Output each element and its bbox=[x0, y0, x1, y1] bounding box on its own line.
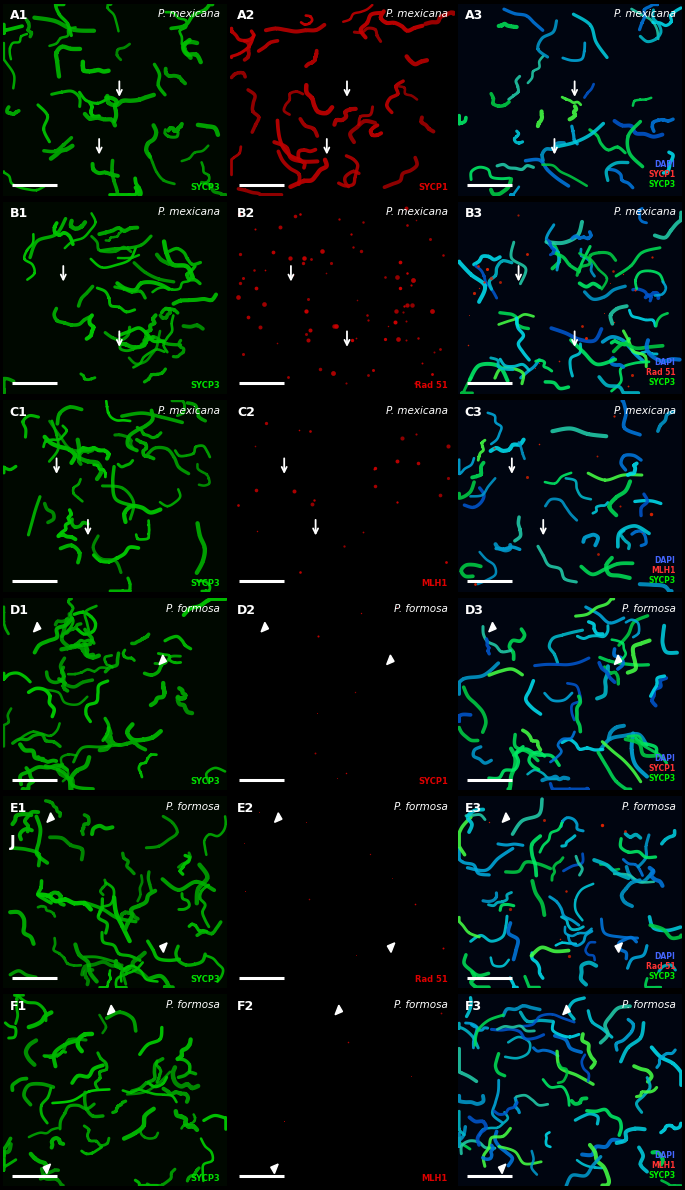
Text: P. formosa: P. formosa bbox=[622, 603, 675, 614]
Text: F1: F1 bbox=[10, 1000, 27, 1013]
Text: P. mexicana: P. mexicana bbox=[158, 406, 221, 415]
Text: F2: F2 bbox=[237, 1000, 254, 1013]
Text: SYCP1: SYCP1 bbox=[649, 764, 675, 774]
Text: SYCP3: SYCP3 bbox=[190, 1173, 221, 1183]
Polygon shape bbox=[108, 1006, 115, 1015]
Text: E3: E3 bbox=[464, 802, 482, 815]
Polygon shape bbox=[563, 1006, 570, 1015]
Polygon shape bbox=[615, 942, 623, 952]
Text: P. formosa: P. formosa bbox=[394, 603, 448, 614]
Text: P. mexicana: P. mexicana bbox=[386, 406, 448, 415]
Text: SYCP3: SYCP3 bbox=[190, 777, 221, 787]
Text: A1: A1 bbox=[10, 10, 28, 23]
Text: B2: B2 bbox=[237, 207, 256, 220]
Polygon shape bbox=[499, 1164, 506, 1173]
Text: P. mexicana: P. mexicana bbox=[386, 10, 448, 19]
Text: MLH1: MLH1 bbox=[422, 1173, 448, 1183]
Text: F3: F3 bbox=[464, 1000, 482, 1013]
Text: Rad 51: Rad 51 bbox=[415, 381, 448, 390]
Text: P. formosa: P. formosa bbox=[166, 603, 221, 614]
Text: MLH1: MLH1 bbox=[422, 580, 448, 588]
Text: P. mexicana: P. mexicana bbox=[614, 406, 675, 415]
Text: P. mexicana: P. mexicana bbox=[158, 207, 221, 218]
Text: P. formosa: P. formosa bbox=[394, 802, 448, 812]
Text: SYCP3: SYCP3 bbox=[190, 580, 221, 588]
Text: Rad 51: Rad 51 bbox=[415, 976, 448, 984]
Polygon shape bbox=[502, 813, 510, 822]
Text: SYCP3: SYCP3 bbox=[649, 180, 675, 189]
Text: P. mexicana: P. mexicana bbox=[614, 10, 675, 19]
Text: SYCP3: SYCP3 bbox=[190, 183, 221, 192]
Text: SYCP3: SYCP3 bbox=[649, 378, 675, 387]
Text: E2: E2 bbox=[237, 802, 254, 815]
Text: C2: C2 bbox=[237, 406, 255, 419]
Text: SYCP3: SYCP3 bbox=[649, 775, 675, 783]
Text: SYCP3: SYCP3 bbox=[190, 381, 221, 390]
Polygon shape bbox=[275, 813, 282, 822]
Polygon shape bbox=[47, 813, 54, 822]
Text: P. formosa: P. formosa bbox=[622, 802, 675, 812]
Text: DAPI: DAPI bbox=[655, 1151, 675, 1159]
Text: P. formosa: P. formosa bbox=[166, 1000, 221, 1010]
Text: MLH1: MLH1 bbox=[651, 1160, 675, 1170]
Text: B1: B1 bbox=[10, 207, 27, 220]
Text: SYCP3: SYCP3 bbox=[649, 576, 675, 585]
Polygon shape bbox=[159, 654, 166, 664]
Text: P. formosa: P. formosa bbox=[166, 802, 221, 812]
Text: C1: C1 bbox=[10, 406, 27, 419]
Text: MLH1: MLH1 bbox=[651, 566, 675, 575]
Text: SYCP3: SYCP3 bbox=[190, 976, 221, 984]
Text: J: J bbox=[10, 834, 15, 850]
Polygon shape bbox=[43, 1164, 51, 1173]
Polygon shape bbox=[387, 942, 395, 952]
Polygon shape bbox=[271, 1164, 278, 1173]
Polygon shape bbox=[261, 622, 269, 632]
Text: E1: E1 bbox=[10, 802, 27, 815]
Text: D2: D2 bbox=[237, 603, 256, 616]
Polygon shape bbox=[160, 942, 167, 952]
Text: P. mexicana: P. mexicana bbox=[614, 207, 675, 218]
Polygon shape bbox=[386, 654, 394, 664]
Polygon shape bbox=[34, 622, 41, 632]
Text: P. mexicana: P. mexicana bbox=[158, 10, 221, 19]
Text: DAPI: DAPI bbox=[655, 556, 675, 565]
Text: A2: A2 bbox=[237, 10, 256, 23]
Text: D1: D1 bbox=[10, 603, 29, 616]
Text: DAPI: DAPI bbox=[655, 159, 675, 169]
Text: DAPI: DAPI bbox=[655, 754, 675, 763]
Text: B3: B3 bbox=[464, 207, 483, 220]
Text: P. formosa: P. formosa bbox=[394, 1000, 448, 1010]
Text: DAPI: DAPI bbox=[655, 952, 675, 962]
Text: SYCP1: SYCP1 bbox=[418, 777, 448, 787]
Polygon shape bbox=[335, 1006, 342, 1015]
Text: C3: C3 bbox=[464, 406, 482, 419]
Text: A3: A3 bbox=[464, 10, 483, 23]
Text: D3: D3 bbox=[464, 603, 484, 616]
Text: Rad 51: Rad 51 bbox=[646, 963, 675, 971]
Text: Rad 51: Rad 51 bbox=[646, 368, 675, 377]
Polygon shape bbox=[614, 654, 622, 664]
Text: SYCP1: SYCP1 bbox=[418, 183, 448, 192]
Text: P. formosa: P. formosa bbox=[622, 1000, 675, 1010]
Text: SYCP3: SYCP3 bbox=[649, 1171, 675, 1179]
Polygon shape bbox=[489, 622, 496, 632]
Text: SYCP3: SYCP3 bbox=[649, 972, 675, 982]
Text: P. mexicana: P. mexicana bbox=[386, 207, 448, 218]
Text: DAPI: DAPI bbox=[655, 358, 675, 367]
Text: SYCP1: SYCP1 bbox=[649, 170, 675, 178]
